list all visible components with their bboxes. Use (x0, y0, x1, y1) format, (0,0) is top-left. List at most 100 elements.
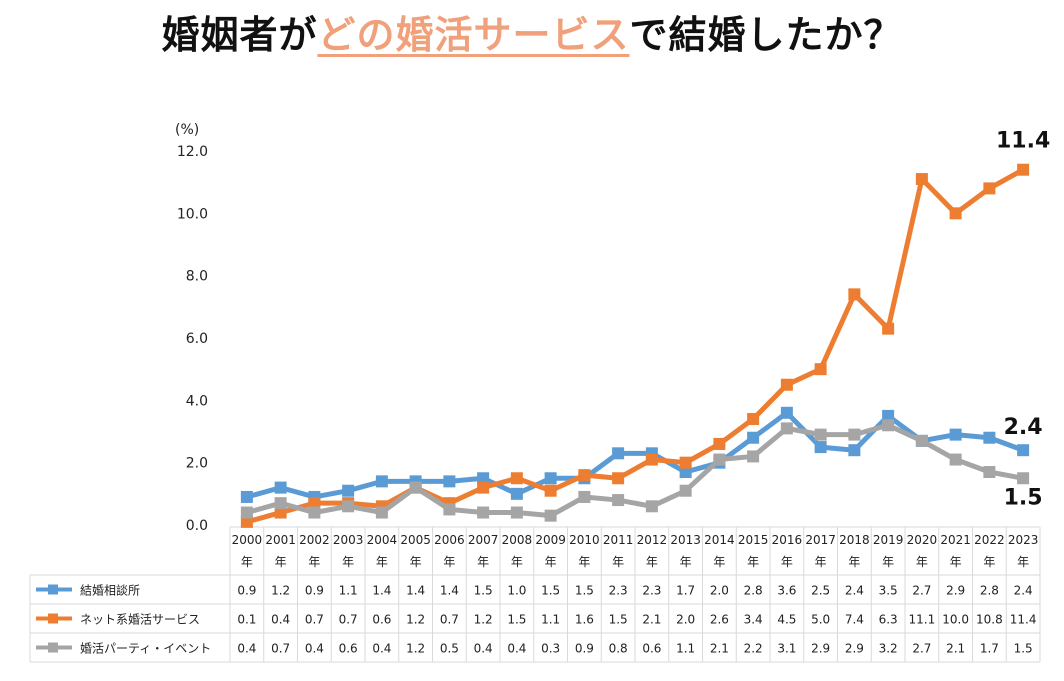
data-point (747, 431, 760, 444)
x-tick-label: 2000 (232, 533, 263, 547)
x-tick-label: 2009 (535, 533, 566, 547)
x-tick-suffix: 年 (747, 555, 759, 569)
table-cell-value: 2.1 (710, 642, 729, 656)
x-tick-suffix: 年 (916, 555, 928, 569)
data-point (578, 490, 591, 503)
table-cell-value: 1.2 (271, 584, 290, 598)
table-cell-value: 0.4 (372, 642, 391, 656)
table-cell-value: 2.4 (845, 584, 864, 598)
data-point (983, 182, 996, 195)
table-cell-value: 2.0 (710, 584, 729, 598)
data-point (510, 472, 523, 485)
table-cell-value: 2.8 (980, 584, 999, 598)
data-point (612, 494, 625, 507)
data-point (477, 472, 490, 485)
data-point (544, 472, 557, 485)
x-tick-label: 2012 (637, 533, 668, 547)
x-tick-label: 2004 (367, 533, 398, 547)
table-cell-value: 2.4 (1014, 584, 1033, 598)
series-line (246, 167, 1025, 525)
x-tick-suffix: 年 (1017, 555, 1029, 569)
table-cell-value: 0.8 (609, 642, 628, 656)
y-tick-label: 4.0 (186, 393, 208, 409)
table-cell-value: 2.0 (676, 613, 695, 627)
data-point (375, 506, 388, 519)
table-cell-value: 1.2 (474, 613, 493, 627)
x-tick-suffix: 年 (511, 555, 523, 569)
data-point (949, 428, 962, 441)
x-tick-label: 2020 (907, 533, 938, 547)
table-cell-value: 0.5 (440, 642, 459, 656)
data-label: 11.4 (996, 129, 1050, 154)
x-tick-label: 2019 (873, 533, 904, 547)
table-cell-value: 1.2 (406, 613, 425, 627)
table-cell-value: 0.4 (305, 642, 324, 656)
x-tick-label: 2022 (974, 533, 1005, 547)
x-tick-label: 2017 (805, 533, 836, 547)
page-title: 婚姻者がどの婚活サービスで結婚したか？ (0, 4, 1064, 59)
table-cell-value: 1.1 (541, 613, 560, 627)
data-point (544, 509, 557, 522)
x-tick-suffix: 年 (646, 555, 658, 569)
data-point (747, 450, 760, 463)
data-point (848, 444, 861, 457)
x-tick-suffix: 年 (680, 555, 692, 569)
table-cell-value: 1.5 (474, 584, 493, 598)
table-cell-value: 1.4 (372, 584, 391, 598)
legend-marker (48, 584, 58, 595)
x-tick-suffix: 年 (477, 555, 489, 569)
x-tick-suffix: 年 (950, 555, 962, 569)
data-point (274, 497, 287, 510)
data-point (814, 428, 827, 441)
table-cell-value: 11.1 (909, 613, 936, 627)
x-tick-label: 2015 (738, 533, 769, 547)
x-tick-label: 2007 (468, 533, 499, 547)
data-point (342, 484, 355, 497)
x-tick-label: 2021 (940, 533, 971, 547)
table-cell-value: 0.7 (271, 642, 290, 656)
series-line (246, 410, 1024, 500)
table-cell-value: 4.5 (777, 613, 796, 627)
table-cell-value: 0.4 (474, 642, 493, 656)
table-cell-value: 2.7 (912, 642, 931, 656)
data-point (477, 481, 490, 494)
data-point (274, 481, 287, 494)
x-tick-label: 2023 (1008, 533, 1039, 547)
table-cell-value: 2.5 (811, 584, 830, 598)
table-cell-value: 1.5 (541, 584, 560, 598)
table-cell-value: 3.6 (777, 584, 796, 598)
table-cell-value: 2.2 (744, 642, 763, 656)
data-point (510, 487, 523, 500)
table-cell-value: 10.8 (976, 613, 1003, 627)
data-point (882, 419, 895, 432)
data-point (308, 497, 321, 510)
table-cell-value: 0.7 (339, 613, 358, 627)
table-cell-value: 0.6 (372, 613, 391, 627)
y-tick-label: 0.0 (186, 518, 208, 534)
x-tick-label: 2016 (772, 533, 803, 547)
x-tick-suffix: 年 (275, 555, 287, 569)
table-cell-value: 3.1 (777, 642, 796, 656)
x-tick-label: 2002 (299, 533, 330, 547)
data-point (240, 506, 253, 519)
table-cell-value: 0.9 (237, 584, 256, 598)
y-tick-label: 2.0 (186, 456, 208, 472)
table-cell-value: 1.5 (507, 613, 526, 627)
data-point (477, 506, 490, 519)
legend-marker (48, 642, 58, 653)
x-tick-label: 2005 (400, 533, 431, 547)
y-tick-label: 10.0 (177, 206, 208, 222)
y-tick-label: 8.0 (186, 269, 208, 285)
table-cell-value: 1.5 (1014, 642, 1033, 656)
table-cell-value: 2.9 (845, 642, 864, 656)
table-cell-value: 0.4 (271, 613, 290, 627)
table-cell-value: 11.4 (1010, 613, 1037, 627)
x-tick-suffix: 年 (410, 555, 422, 569)
y-tick-label: 12.0 (177, 144, 208, 160)
table-cell-value: 2.7 (912, 584, 931, 598)
x-tick-suffix: 年 (308, 555, 320, 569)
table-cell-value: 2.9 (946, 584, 965, 598)
x-tick-suffix: 年 (983, 555, 995, 569)
x-tick-label: 2013 (670, 533, 701, 547)
data-point (1017, 472, 1030, 485)
